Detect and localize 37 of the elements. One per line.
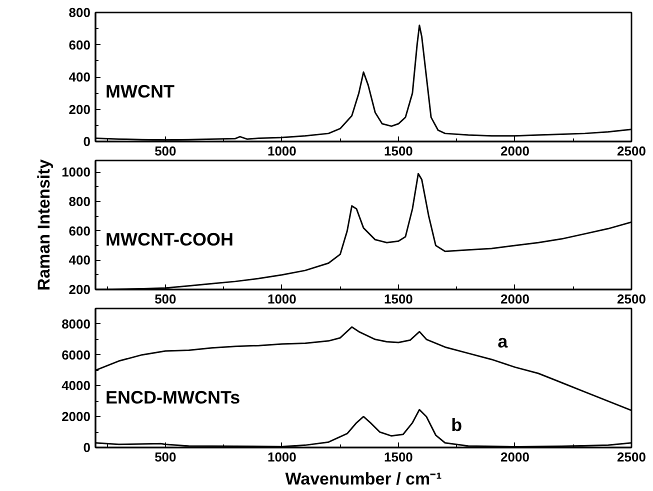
- x-tick-label: 2500: [617, 292, 646, 306]
- series-label: b: [451, 414, 462, 435]
- x-tick-label: 500: [154, 450, 176, 464]
- y-tick-label: 1000: [62, 164, 90, 180]
- y-axis-title: Raman Intensity: [34, 158, 54, 291]
- x-tick-label: 2000: [500, 450, 530, 464]
- y-tick-label: 4000: [62, 378, 90, 394]
- y-tick-label: 0: [83, 440, 91, 455]
- y-tick-label: 0: [83, 134, 91, 149]
- x-tick-label: 1500: [384, 292, 413, 306]
- x-tick-label: 1000: [267, 144, 296, 158]
- series-label: a: [498, 331, 509, 352]
- y-tick-label: 600: [68, 223, 91, 238]
- x-tick-label: 2000: [500, 144, 530, 158]
- y-tick-label: 400: [68, 252, 91, 268]
- x-tick-label: 1500: [384, 450, 413, 464]
- y-tick-label: 400: [68, 70, 91, 84]
- x-tick-label: 500: [154, 144, 176, 158]
- x-tick-label: 1000: [267, 450, 296, 464]
- x-tick-label: 2500: [617, 450, 646, 464]
- x-tick-label: 1500: [384, 144, 413, 158]
- y-tick-label: 800: [68, 194, 91, 210]
- y-tick-label: 8000: [62, 316, 90, 332]
- x-axis-title: Wavenumber / cm⁻¹: [285, 470, 442, 488]
- y-tick-label: 2000: [62, 409, 90, 424]
- annotation: MWCNT: [106, 82, 174, 102]
- x-tick-label: 2000: [500, 292, 530, 306]
- y-tick-label: 200: [68, 102, 91, 117]
- y-tick-label: 800: [68, 5, 91, 20]
- annotation: ENCD-MWCNTs: [106, 388, 240, 408]
- y-tick-label: 600: [68, 37, 91, 52]
- x-tick-label: 2500: [617, 144, 646, 158]
- x-tick-label: 1000: [267, 292, 296, 306]
- y-tick-label: 200: [68, 282, 91, 297]
- x-tick-label: 500: [154, 292, 176, 306]
- annotation: MWCNT-COOH: [106, 230, 234, 250]
- y-tick-label: 6000: [62, 347, 90, 362]
